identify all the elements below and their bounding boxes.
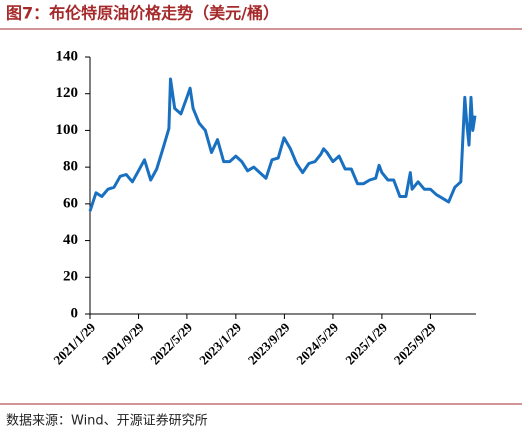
y-tick-label: 40 (63, 232, 78, 248)
source: 数据来源：Wind、开源证券研究所 (6, 413, 208, 429)
x-tick-label: 2024/5/29 (293, 319, 341, 367)
x-tick-label: 2023/1/29 (196, 319, 244, 367)
y-tick-label: 60 (63, 195, 78, 211)
price-line (88, 77, 477, 212)
y-tick-label: 120 (56, 85, 79, 101)
y-tick-label: 140 (56, 48, 79, 64)
x-tick-label: 2021/9/29 (99, 319, 147, 367)
y-tick-label: 0 (71, 305, 79, 321)
y-tick-label: 100 (56, 122, 79, 138)
y-tick-label: 80 (63, 159, 78, 175)
x-tick-label: 2021/1/29 (50, 319, 98, 367)
chart-title: 图7：布伦特原油价格走势（美元/桶） (6, 4, 279, 23)
x-tick-label: 2025/9/29 (391, 319, 439, 367)
x-tick-label: 2022/5/29 (147, 319, 195, 367)
y-tick-label: 20 (63, 269, 78, 285)
x-tick-label: 2025/1/29 (342, 319, 390, 367)
x-tick-label: 2023/9/29 (245, 319, 293, 367)
